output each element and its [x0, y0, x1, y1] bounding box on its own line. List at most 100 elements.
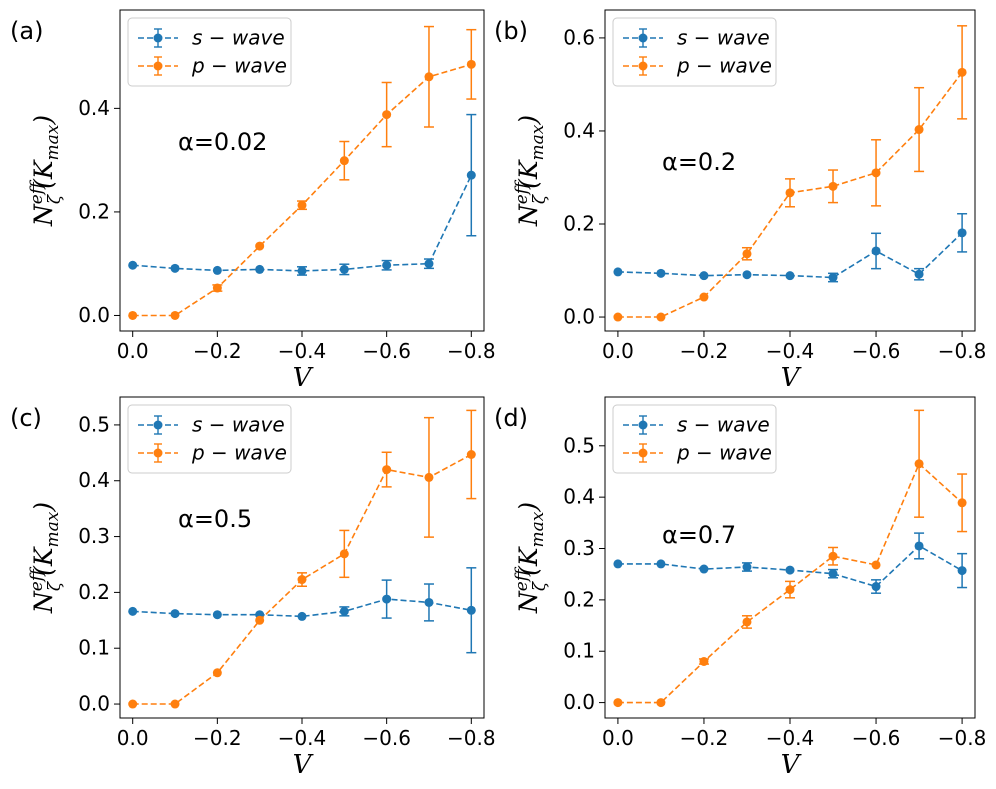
data-point: [656, 698, 666, 708]
data-point: [382, 465, 392, 475]
data-point: [339, 156, 349, 166]
y-tick-label: 0.5: [563, 433, 595, 457]
legend-box: [612, 17, 777, 87]
panel-a: (a) 0.0 −0.2 −0.4 −0.6 −0.8 0.0 0.2 0.4 V Neffζ (Km…: [10, 9, 496, 393]
x-tick-label: −0.4: [766, 339, 815, 363]
x-tick-label: −0.6: [362, 339, 411, 363]
legend: s − wave p − wave: [127, 17, 292, 87]
y-tick-label: 0.4: [78, 96, 110, 120]
x-tick-label: −0.2: [680, 726, 729, 750]
y-tick-label: 0.2: [78, 199, 110, 223]
x-tick-label: −0.6: [362, 726, 411, 750]
legend-box: [127, 404, 292, 474]
y-tick-label: 0.6: [563, 25, 595, 49]
x-tick-label: −0.2: [680, 339, 729, 363]
data-point: [466, 170, 476, 180]
legend-entry: s − wave: [677, 413, 770, 437]
y-axis-label-part: (K: [514, 159, 543, 189]
y-axis-label-part: ): [29, 115, 58, 126]
y-axis-label-part: max: [43, 124, 63, 160]
x-tick-label: 0.0: [602, 726, 634, 750]
data-point: [613, 559, 623, 569]
y-axis-label-part: (K: [29, 159, 58, 189]
data-point: [424, 259, 434, 269]
data-point: [699, 657, 709, 667]
y-tick-label: 0.0: [563, 690, 595, 714]
y-axis-label-part: ζ: [530, 580, 550, 591]
data-point: [785, 565, 795, 575]
x-tick-label: −0.8: [938, 726, 987, 750]
data-point: [828, 273, 838, 282]
data-point: [424, 472, 434, 482]
y-tick-label: 0.3: [563, 536, 595, 560]
y-tick-label: 0.2: [563, 212, 595, 236]
panel-label: (c): [10, 404, 42, 432]
data-point: [382, 594, 392, 604]
series-p-wave: [128, 409, 477, 709]
x-axis-label: V: [293, 750, 314, 780]
data-point: [785, 271, 795, 281]
data-point: [255, 241, 265, 251]
data-point: [382, 110, 392, 120]
data-point: [785, 188, 795, 198]
data-point: [699, 292, 709, 302]
x-tick-label: 0.0: [602, 339, 634, 363]
y-axis-label-part: (K: [514, 546, 543, 576]
data-point: [613, 267, 623, 277]
data-point: [828, 569, 838, 579]
y-tick-label: 0.4: [563, 485, 595, 509]
x-tick-label: −0.6: [852, 726, 901, 750]
data-point: [128, 260, 138, 270]
y-axis-label-part: ζ: [45, 193, 65, 204]
y-tick-label: 0.0: [78, 303, 110, 327]
data-point: [424, 597, 434, 607]
data-point: [613, 698, 623, 708]
y-tick-label: 0.4: [563, 118, 595, 142]
data-point: [699, 564, 709, 574]
y-axis-label-part: max: [43, 511, 63, 547]
data-point: [212, 668, 222, 678]
data-point: [466, 59, 476, 69]
data-point: [914, 125, 924, 135]
alpha-annotation: α=0.7: [662, 521, 736, 549]
x-axis-label: V: [293, 363, 314, 393]
y-axis-label-part: eff: [512, 566, 532, 591]
data-point: [170, 699, 180, 709]
data-point: [871, 560, 881, 570]
series-s-wave: [613, 213, 968, 283]
legend-entry: s − wave: [192, 413, 285, 437]
data-point: [128, 606, 138, 616]
series-p-wave: [613, 409, 968, 708]
y-axis-label: Neffζ (Kmax): [27, 115, 65, 227]
y-axis-label-part: max: [528, 124, 548, 160]
panel-d: (d) 0.0 −0.2 −0.4 −0.6 −0.8 0.0 0.1 0.2 0.3 0.4 0.5…: [494, 396, 987, 780]
data-point: [466, 605, 476, 615]
y-tick-label: 0.0: [78, 692, 110, 716]
data-point: [297, 575, 307, 585]
series-s-wave: [128, 567, 477, 654]
data-point: [170, 263, 180, 273]
data-point: [170, 310, 180, 320]
panel-b: (b) 0.0 −0.2 −0.4 −0.6 −0.8 0.0 0.2 0.4 0.6 V Neffζ…: [494, 9, 986, 393]
data-point: [785, 585, 795, 595]
legend-entry: s − wave: [677, 26, 770, 50]
y-tick-label: 0.0: [563, 305, 595, 329]
y-tick-label: 0.4: [78, 468, 110, 492]
y-axis-label-part: max: [528, 511, 548, 547]
data-point: [914, 541, 924, 551]
panel-label: (d): [494, 404, 528, 432]
series-p-wave: [613, 25, 968, 322]
data-point: [656, 268, 666, 278]
data-point: [255, 615, 265, 625]
panel-c: (c) 0.0 −0.2 −0.4 −0.6 −0.8 0.0 0.1 0.2 0.3 0.4 0.5…: [10, 396, 496, 780]
data-point: [957, 228, 967, 238]
x-tick-label: −0.2: [193, 726, 242, 750]
data-point: [914, 269, 924, 279]
alpha-annotation: α=0.5: [178, 505, 252, 533]
x-tick-label: −0.8: [447, 339, 496, 363]
y-axis-label-part: (K: [29, 546, 58, 576]
y-axis-label-part: ): [514, 115, 543, 126]
data-point: [128, 699, 138, 709]
data-point: [297, 266, 307, 276]
